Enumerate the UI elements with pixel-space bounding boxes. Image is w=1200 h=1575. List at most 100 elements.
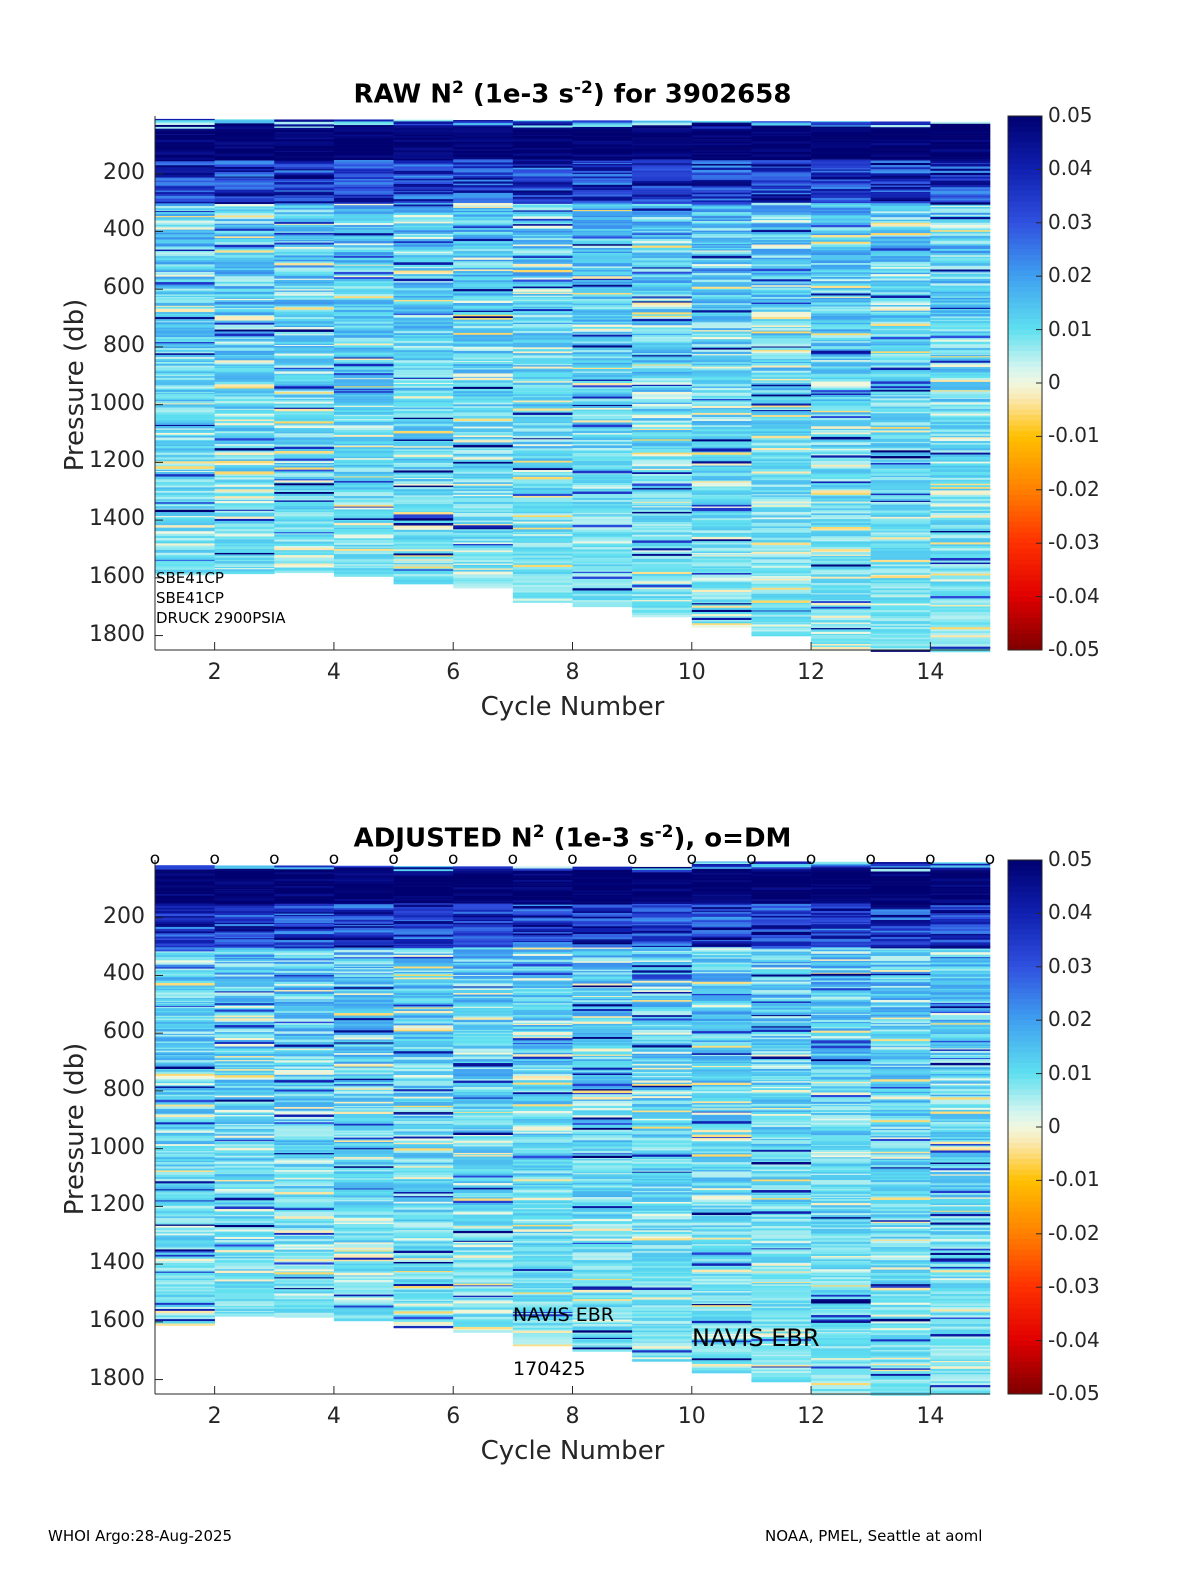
heatmap-cell	[333, 541, 394, 544]
heatmap-cell	[155, 448, 215, 451]
heatmap-cell	[214, 291, 275, 295]
heatmap-cell	[214, 259, 275, 263]
heatmap-cell	[930, 147, 991, 150]
heatmap-cell	[333, 526, 394, 529]
heatmap-cell	[632, 408, 693, 412]
heatmap-cell	[214, 223, 275, 226]
heatmap-cell	[333, 456, 394, 459]
heatmap-cell	[632, 591, 693, 593]
heatmap-cell	[572, 366, 633, 369]
heatmap-cell	[155, 122, 215, 126]
heatmap-cell	[632, 370, 693, 372]
heatmap-cell	[691, 507, 752, 510]
heatmap-cell	[453, 243, 514, 246]
heatmap-cell	[870, 278, 931, 281]
heatmap-cell	[572, 379, 633, 382]
heatmap-cell	[214, 486, 275, 490]
heatmap-cell	[572, 576, 633, 580]
heatmap-cell	[333, 919, 394, 922]
heatmap-cell	[214, 430, 275, 433]
heatmap-cell	[393, 464, 454, 468]
heatmap-cell	[274, 153, 335, 156]
heatmap-cell	[274, 1222, 335, 1226]
heatmap-cell	[214, 286, 275, 289]
heatmap-cell	[274, 343, 335, 346]
heatmap-cell	[512, 446, 573, 449]
heatmap-cell	[512, 376, 573, 380]
heatmap-cell	[930, 344, 991, 347]
heatmap-cell	[393, 249, 454, 252]
heatmap-cell	[155, 891, 215, 895]
heatmap-cell	[572, 511, 633, 514]
heatmap-cell	[214, 433, 275, 436]
heatmap-cell	[751, 154, 812, 157]
heatmap-cell	[155, 361, 215, 364]
colorbar-tick-label: 0.05	[1048, 103, 1093, 127]
heatmap-cell	[811, 365, 872, 367]
heatmap-cell	[811, 340, 872, 342]
heatmap-cell	[333, 218, 394, 222]
heatmap-cell	[155, 1033, 215, 1036]
heatmap-cell	[751, 401, 812, 404]
heatmap-cell	[333, 329, 394, 332]
heatmap-cell	[214, 200, 275, 203]
heatmap-cell	[751, 338, 812, 341]
colorbar-segment	[1008, 441, 1042, 448]
heatmap-cell	[214, 191, 275, 193]
heatmap-cell	[155, 975, 215, 978]
heatmap-cell	[214, 384, 275, 387]
heatmap-cell	[214, 290, 275, 293]
heatmap-cell	[632, 355, 693, 357]
heatmap-cell	[811, 257, 872, 261]
heatmap-cell	[155, 218, 215, 221]
heatmap-cell	[214, 366, 275, 369]
heatmap-cell	[155, 1096, 215, 1098]
heatmap-cell	[274, 1253, 335, 1255]
heatmap-cell	[751, 438, 812, 441]
heatmap-cell	[155, 1150, 215, 1153]
heatmap-cell	[870, 497, 931, 500]
heatmap-cell	[393, 253, 454, 256]
heatmap-cell	[572, 578, 633, 581]
heatmap-cell	[214, 884, 275, 887]
heatmap-cell	[155, 1216, 215, 1219]
heatmap-cell	[691, 578, 752, 581]
colorbar-segment	[1008, 553, 1042, 560]
heatmap-cell	[214, 1178, 275, 1181]
heatmap-cell	[333, 493, 394, 497]
heatmap-cell	[333, 392, 394, 396]
heatmap-cell	[274, 388, 335, 391]
heatmap-cell	[691, 390, 752, 394]
heatmap-cell	[691, 419, 752, 422]
heatmap-cell	[333, 130, 394, 133]
heatmap-cell	[274, 277, 335, 279]
heatmap-cell	[453, 468, 514, 471]
heatmap-cell	[870, 294, 931, 296]
heatmap-cell	[751, 127, 812, 130]
heatmap-cell	[274, 119, 335, 123]
heatmap-cell	[870, 142, 931, 146]
heatmap-cell	[870, 375, 931, 378]
heatmap-cell	[930, 614, 991, 616]
heatmap-cell	[453, 126, 514, 129]
heatmap-cell	[691, 284, 752, 288]
heatmap-cell	[155, 137, 215, 141]
heatmap-cell	[274, 156, 335, 158]
heatmap-cell	[274, 349, 335, 351]
heatmap-cell	[870, 374, 931, 376]
heatmap-cell	[870, 636, 931, 639]
heatmap-cell	[930, 130, 991, 132]
heatmap-cell	[632, 478, 693, 480]
heatmap-cell	[274, 1188, 335, 1191]
heatmap-cell	[155, 271, 215, 274]
heatmap-cell	[930, 161, 991, 164]
heatmap-cell	[155, 252, 215, 255]
heatmap-cell	[155, 407, 215, 409]
heatmap-cell	[930, 319, 991, 322]
heatmap-cell	[274, 1310, 335, 1314]
heatmap-cell	[512, 328, 573, 332]
heatmap-cell	[274, 490, 335, 493]
heatmap-cell	[691, 177, 752, 181]
heatmap-cell	[214, 410, 275, 413]
heatmap-cell	[870, 459, 931, 462]
